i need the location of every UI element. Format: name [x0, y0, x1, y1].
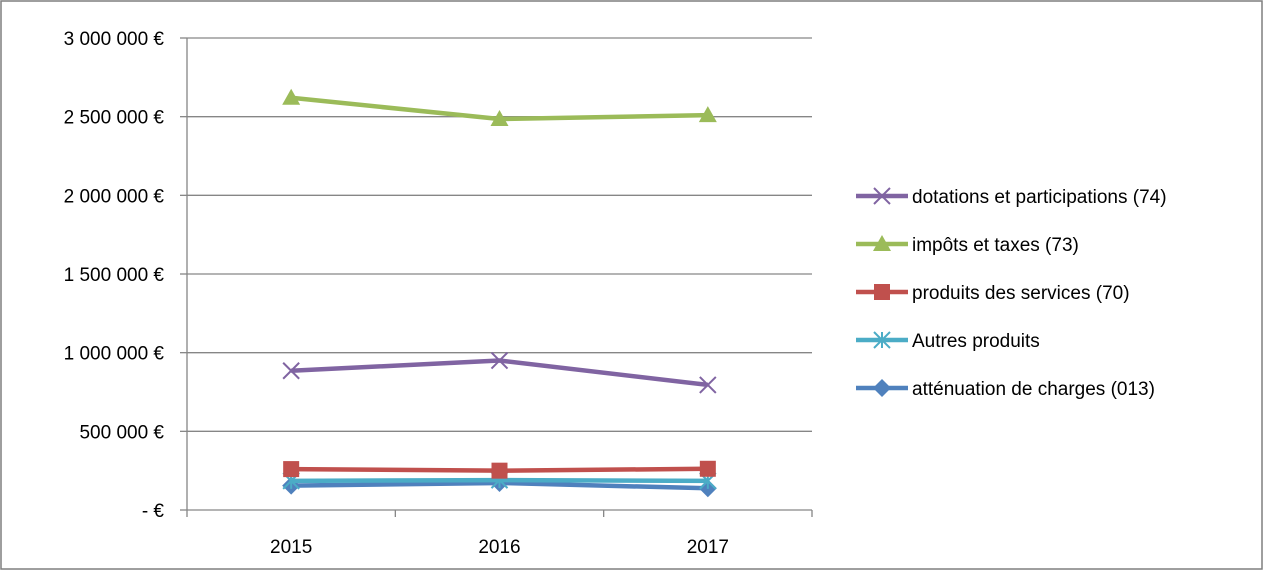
legend-item: dotations et participations (74): [856, 187, 1167, 208]
data-point-marker: [282, 362, 300, 380]
axes: - € 500 000 € 1 000 000 € 1 500 000 € 2 000 …: [64, 29, 813, 558]
legend-marker: [873, 331, 891, 349]
legend-label: impôts et taxes (73): [912, 235, 1079, 256]
series-1: [282, 88, 717, 127]
legend-label: Autres produits: [912, 331, 1040, 352]
legend-marker: [874, 284, 890, 300]
data-point-marker: [699, 376, 717, 394]
x-tick-label: 2015: [270, 537, 312, 558]
legend-marker: [873, 379, 891, 397]
legend-item: Autres produits: [856, 331, 1040, 352]
data-point-marker: [491, 462, 508, 479]
legend-label: dotations et participations (74): [912, 187, 1167, 208]
data-point-marker: [283, 461, 300, 478]
y-tick-label: 500 000 €: [79, 422, 164, 443]
x-tick-label: 2017: [687, 537, 729, 558]
legend-item: impôts et taxes (73): [856, 235, 1079, 256]
series-2: [283, 460, 716, 479]
y-tick-label: 2 000 000 €: [64, 186, 165, 207]
x-tick-label: 2016: [478, 537, 520, 558]
data-point-marker: [490, 351, 509, 370]
y-tick-label: 3 000 000 €: [64, 29, 165, 50]
series-0: [282, 351, 717, 394]
series-lines: [282, 88, 717, 498]
legend-item: atténuation de charges (013): [856, 379, 1155, 400]
data-point-marker: [698, 106, 717, 123]
y-tick-label: - €: [142, 501, 165, 522]
y-tick-label: 1 500 000 €: [64, 265, 165, 286]
legend: dotations et participations (74) impôts e…: [856, 187, 1167, 400]
data-point-marker: [490, 110, 509, 127]
data-point-marker: [699, 460, 716, 477]
legend-item: produits des services (70): [856, 283, 1130, 304]
legend-marker: [873, 187, 891, 205]
y-tick-label: 1 000 000 €: [64, 344, 165, 365]
legend-label: produits des services (70): [912, 283, 1130, 304]
legend-label: atténuation de charges (013): [912, 379, 1155, 400]
data-point-marker: [282, 88, 301, 105]
legend-marker: [873, 235, 891, 251]
y-tick-label: 2 500 000 €: [64, 108, 165, 129]
